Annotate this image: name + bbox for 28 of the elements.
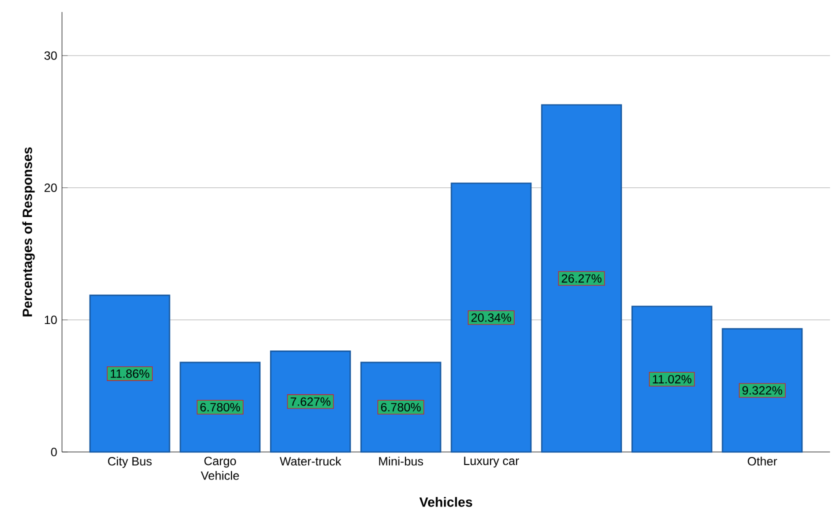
x-tick-label: Cargo Vehicle: [200, 456, 239, 480]
x-tick-label: Luxury car: [464, 456, 519, 468]
data-label: 11.02%: [652, 374, 692, 384]
bar: [360, 362, 442, 453]
bar: [89, 294, 170, 453]
y-tick-label: 20: [44, 183, 57, 192]
data-label: 26.27%: [562, 274, 602, 283]
bar: [270, 350, 351, 453]
x-tick-label: City Bus: [108, 456, 152, 468]
data-label: 6.780%: [200, 402, 240, 412]
x-tick-label: Mini-bus: [379, 456, 424, 466]
bar: [541, 104, 622, 453]
bar: [450, 182, 532, 453]
data-label: 6.780%: [381, 402, 421, 412]
data-label: 11.86%: [110, 369, 150, 378]
bar: [631, 306, 712, 453]
x-axis-title: Vehicles: [419, 497, 472, 507]
y-tick-label: 0: [51, 448, 57, 456]
y-tick-label: 10: [44, 316, 57, 324]
data-label: 9.322%: [742, 386, 782, 395]
bar: [180, 362, 261, 453]
bar: [722, 328, 803, 453]
x-tick-label: Water-truck: [280, 456, 342, 466]
data-label: 20.34%: [471, 313, 512, 322]
data-label: 7.627%: [290, 397, 330, 406]
y-axis-title: Percentages of Responses: [22, 147, 35, 316]
y-tick-label: 30: [44, 51, 57, 60]
x-tick-label: Other: [748, 456, 778, 466]
